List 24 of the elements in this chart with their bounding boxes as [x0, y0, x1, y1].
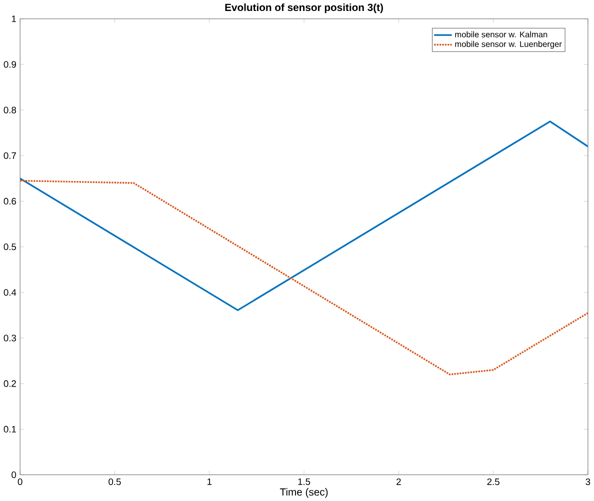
x-tick-label: 3	[586, 478, 590, 486]
legend-label: mobile sensor w. Kalman	[455, 31, 548, 38]
y-tick-label: 1	[12, 16, 16, 22]
y-tick-label: 0.8	[4, 106, 16, 114]
y-tick-label: 0.2	[4, 380, 16, 387]
x-tick-label: 1	[207, 478, 212, 485]
x-axis-title: Time (sec)	[280, 488, 328, 498]
x-tick-label: 0	[18, 478, 22, 486]
line-series	[20, 120, 588, 311]
y-tick-label: 0.4	[4, 289, 16, 296]
legend-label: mobile sensor w. Luenberger	[455, 40, 562, 49]
y-tick-label: 0.9	[4, 61, 16, 68]
y-tick-label: 0.5	[4, 243, 16, 250]
chart-title: Evolution of sensor position 3(t)	[225, 3, 383, 14]
x-tick-label: 0.5	[108, 478, 121, 486]
x-tick-label: 2.5	[487, 478, 500, 486]
line-series	[20, 180, 588, 376]
y-tick-label: 0	[12, 471, 16, 478]
y-tick-label: 0.6	[4, 198, 16, 204]
x-tick-label: 1.5	[298, 478, 310, 485]
y-tick-label: 0.1	[4, 426, 16, 432]
y-tick-label: 0.3	[4, 334, 16, 342]
y-tick-label: 0.7	[4, 152, 16, 159]
x-tick-label: 2	[396, 478, 401, 485]
